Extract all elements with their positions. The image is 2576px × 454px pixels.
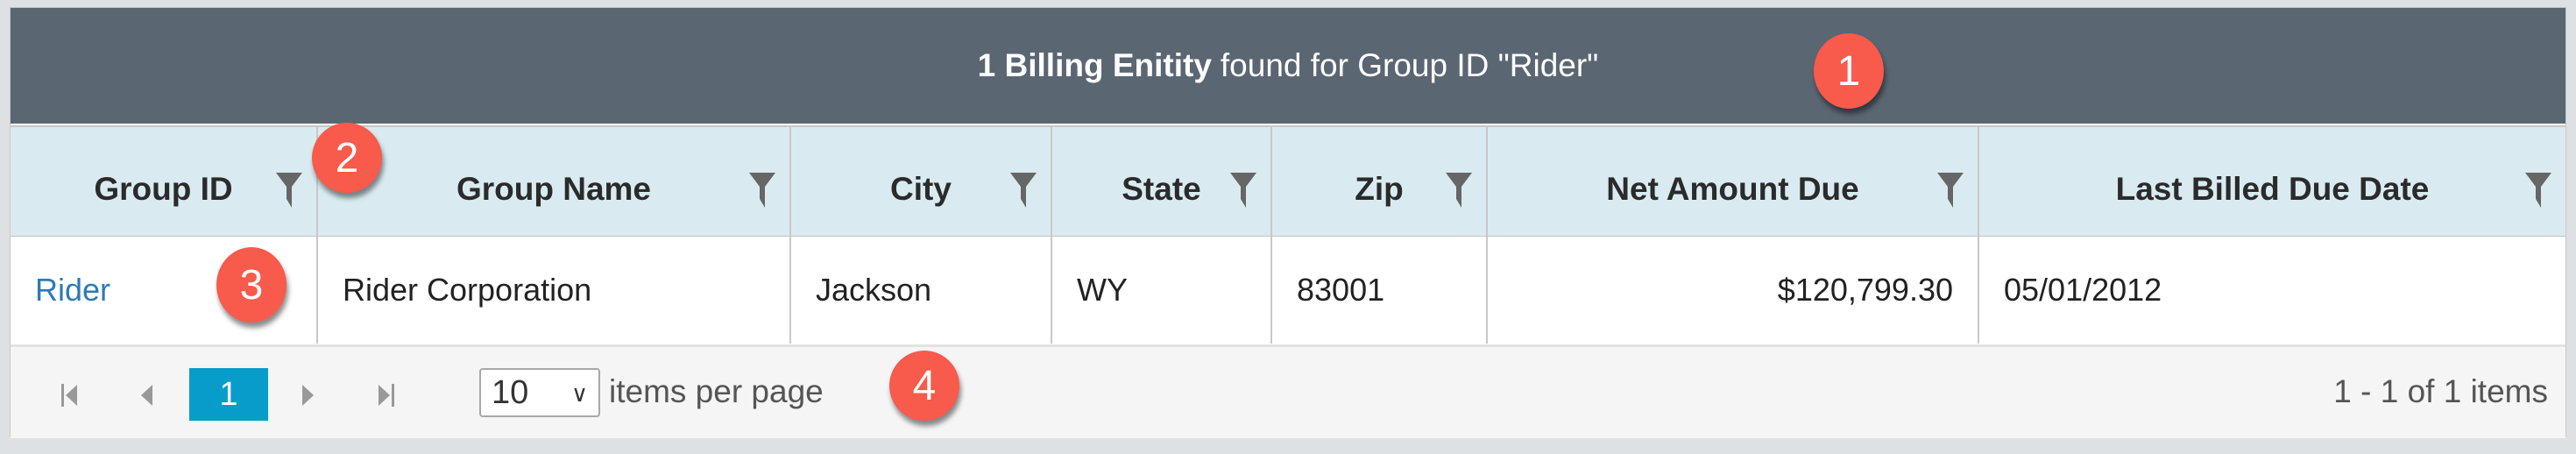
column-header-net-amount-due[interactable]: Net Amount Due xyxy=(1488,127,1979,236)
billing-entity-grid: 1 Billing Enitity found for Group ID "Ri… xyxy=(10,7,2566,438)
filter-icon[interactable] xyxy=(1937,173,1964,208)
column-label: Group Name xyxy=(456,171,652,207)
chevron-down-icon: ∨ xyxy=(570,380,588,407)
annotation-marker-2: 2 xyxy=(312,123,382,193)
column-header-zip[interactable]: Zip xyxy=(1272,127,1488,236)
pager: 1 10 ∨ items per page 1 - 1 of 1 items xyxy=(11,344,2565,438)
column-header-group-id[interactable]: Group ID xyxy=(11,127,318,236)
grid-title: 1 Billing Enitity found for Group ID "Ri… xyxy=(11,8,2565,124)
filter-icon[interactable] xyxy=(749,173,775,208)
cell-city: Jackson xyxy=(791,237,1052,344)
column-header-city[interactable]: City xyxy=(791,127,1052,236)
result-description: found for Group ID "Rider" xyxy=(1220,47,1599,83)
column-label: State xyxy=(1122,171,1201,207)
previous-page-icon[interactable] xyxy=(137,382,158,408)
cell-group-id-link[interactable]: Rider xyxy=(11,237,318,344)
cell-group-name: Rider Corporation xyxy=(318,237,791,344)
table-row: Rider Rider Corporation Jackson WY 83001… xyxy=(11,237,2565,344)
cell-zip: 83001 xyxy=(1272,237,1488,344)
filter-icon[interactable] xyxy=(276,173,302,208)
column-label: City xyxy=(890,171,952,207)
filter-icon[interactable] xyxy=(1230,173,1256,208)
page-size-select[interactable]: 10 ∨ xyxy=(479,368,600,417)
column-label: Zip xyxy=(1355,171,1404,207)
column-label: Last Billed Due Date xyxy=(2115,171,2430,207)
annotation-marker-4: 4 xyxy=(889,351,959,421)
column-header-state[interactable]: State xyxy=(1052,127,1272,236)
column-header-group-name[interactable]: Group Name xyxy=(318,127,791,236)
page-size-value: 10 xyxy=(492,373,529,411)
column-label: Net Amount Due xyxy=(1606,171,1859,207)
cell-state: WY xyxy=(1052,237,1272,344)
cell-net-amount-due: $120,799.30 xyxy=(1488,237,1979,344)
first-page-icon[interactable] xyxy=(60,382,81,408)
next-page-icon[interactable] xyxy=(298,382,319,408)
annotation-marker-1: 1 xyxy=(1814,33,1884,109)
filter-icon[interactable] xyxy=(1010,173,1037,208)
filter-icon[interactable] xyxy=(1446,173,1472,208)
page-1-button[interactable]: 1 xyxy=(189,368,268,421)
pager-info: 1 - 1 of 1 items xyxy=(2333,373,2548,409)
column-label: Group ID xyxy=(94,171,233,207)
result-count: 1 Billing Enitity xyxy=(977,47,1212,83)
column-header-row: Group ID Group Name City State Zip Net A… xyxy=(11,125,2565,238)
items-per-page-label: items per page xyxy=(609,373,824,409)
column-header-last-billed-due-date[interactable]: Last Billed Due Date xyxy=(1979,127,2565,236)
cell-last-billed-due-date: 05/01/2012 xyxy=(2004,272,2162,308)
annotation-marker-3: 3 xyxy=(216,247,287,323)
last-page-icon[interactable] xyxy=(375,382,396,408)
filter-icon[interactable] xyxy=(2525,173,2551,208)
